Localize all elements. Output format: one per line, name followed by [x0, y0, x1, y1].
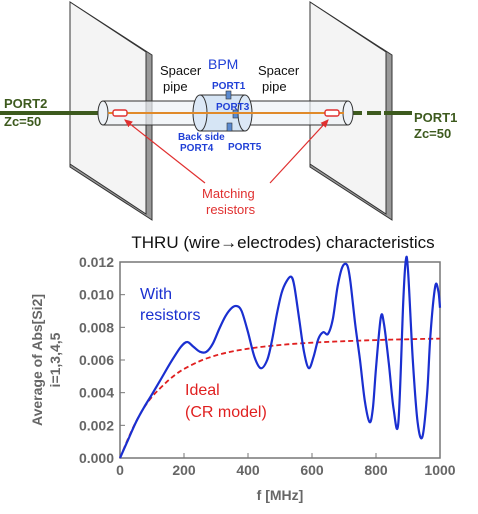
bpm-port1-label: PORT1 [212, 81, 246, 92]
bpm-label: BPM [208, 56, 238, 72]
matching-label-2: resistors [206, 202, 256, 217]
left-spacer-label-2: pipe [163, 79, 188, 94]
port1-zc-label: Zc=50 [414, 126, 451, 141]
y-axis-label-2: i=1,3,4,5 [47, 332, 63, 387]
right-spacer-label-2: pipe [262, 79, 287, 94]
right-matching-resistor [324, 109, 340, 117]
y-tick-label: 0.008 [79, 319, 114, 335]
left-matching-resistor [112, 109, 128, 117]
x-tick-label: 0 [116, 462, 124, 478]
y-tick-label: 0.010 [79, 287, 114, 303]
x-tick-label: 400 [236, 462, 260, 478]
y-tick-label: 0.000 [79, 450, 114, 466]
y-ticks: 0.000 0.002 0.004 0.006 0.008 0.010 0.012 [79, 254, 125, 466]
x-tick-label: 1000 [424, 462, 455, 478]
bpm-port-pin-bottom [226, 122, 233, 132]
series-with-resistors-line [118, 255, 442, 459]
arrow-right-resistor [269, 119, 329, 184]
arrow-left-resistor [124, 119, 206, 184]
y-tick-label: 0.002 [79, 417, 114, 433]
left-spacer-label-1: Spacer [160, 63, 202, 78]
y-tick-label: 0.012 [79, 254, 114, 270]
x-ticks: 0 200 400 600 800 1000 [116, 453, 456, 478]
port2-label: PORT2 [4, 96, 47, 111]
matching-label-1: Matching [202, 186, 255, 201]
bpm-port-pin-top [225, 90, 232, 100]
series-with-label-2: resistors [140, 307, 200, 324]
port2-zc-label: Zc=50 [4, 114, 41, 129]
right-spacer-label-1: Spacer [258, 63, 300, 78]
x-tick-label: 200 [172, 462, 196, 478]
y-axis-label-1: Average of Abs[Si2] [29, 294, 45, 426]
series-ideal-line [119, 337, 441, 459]
chart-title: THRU (wire→electrodes) characteristics [131, 233, 434, 252]
chart: 0 200 400 600 800 1000 0.0000.0020.0040.0060.… [29, 254, 456, 503]
port1-label: PORT1 [414, 110, 457, 125]
series-with-label-1: With [140, 286, 172, 303]
x-tick-label: 800 [364, 462, 388, 478]
bpm-port5-label: PORT5 [228, 142, 262, 153]
series-ideal-label-1: Ideal [185, 382, 220, 399]
y-tick-label: 0.004 [79, 385, 114, 401]
bpm-diagram: PORT2 Zc=50 PORT1 Zc=50 Spacer pipe Spac… [0, 1, 457, 221]
y-tick-label: 0.006 [79, 352, 114, 368]
x-axis-label: f [MHz] [257, 487, 304, 503]
back-side-label: Back side [178, 132, 225, 143]
bpm-port3-label: PORT3 [216, 102, 250, 113]
x-tick-label: 600 [300, 462, 324, 478]
series-ideal-label-2: (CR model) [185, 404, 267, 421]
port4-label: PORT4 [180, 143, 214, 154]
